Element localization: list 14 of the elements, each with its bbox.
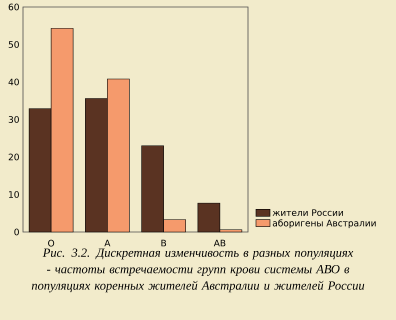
y-tick-label: 10 bbox=[9, 191, 19, 198]
x-tick-label: A bbox=[104, 240, 110, 246]
y-tick-label: 50 bbox=[8, 41, 19, 48]
text: Рис. 3.2. Дискретная изменчивость в разных популяциях - частоты встречаемости групп крови системы АВО в популяциях коренных жителей Австралии и жителей России bbox=[32, 248, 364, 292]
x-tick-label: AB bbox=[214, 240, 226, 246]
y-tick-label: 60 bbox=[8, 4, 19, 10]
y-tick-label: 40 bbox=[8, 78, 19, 86]
legend-label: жители России bbox=[272, 209, 343, 216]
legend-label: аборигены Австралии bbox=[272, 219, 376, 228]
y-tick-label: 0 bbox=[14, 228, 19, 236]
y-tick-label: 30 bbox=[8, 116, 19, 123]
y-tick-label: 20 bbox=[8, 154, 19, 160]
x-tick-label: O bbox=[48, 240, 54, 247]
x-tick-label: B bbox=[161, 240, 166, 246]
